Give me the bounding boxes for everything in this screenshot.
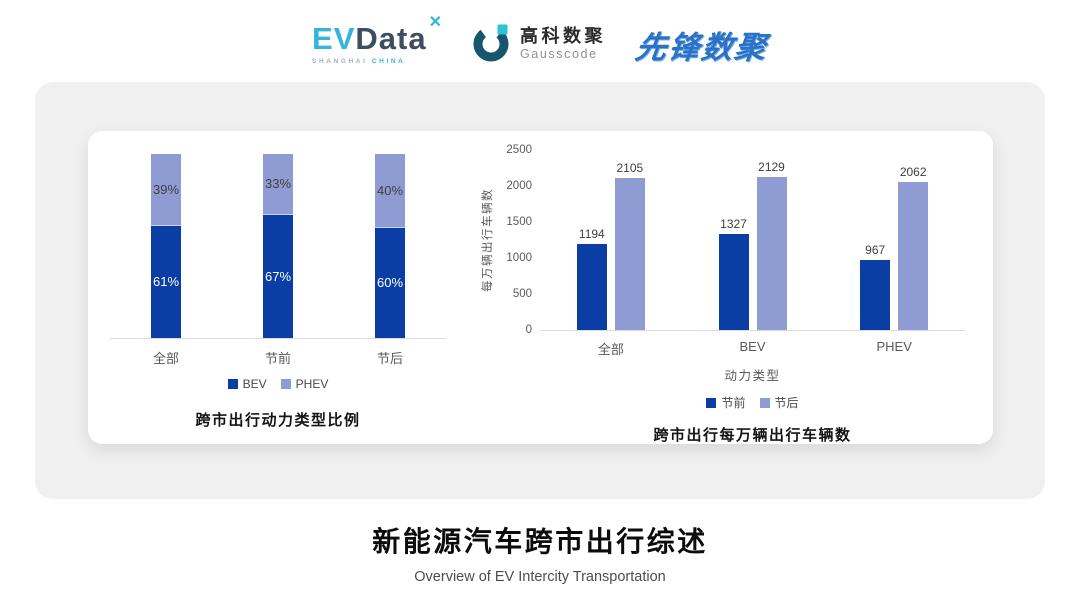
segment-value-label: 61% (152, 274, 180, 290)
grouped-chart-yaxis: 每万辆出行车辆数 0 500 1000 1500 2000 2500 (468, 144, 540, 349)
segment-value-label: 67% (264, 268, 292, 284)
evdata-shanghai-text: SHANGHAI (312, 58, 368, 65)
grouped-chart-categories: 全部 BEV PHEV (540, 339, 965, 358)
report-card: 39% 61% 33% 67% 40% 60% 全部 节前 节后 BEV PHEV 跨市出行动力… (35, 82, 1045, 499)
value-label: 967 (865, 243, 886, 258)
bar-column: 33% 67% (222, 154, 334, 338)
value-label: 2062 (899, 164, 927, 179)
bar-wrapper: 1327 (718, 150, 749, 330)
bev-segment: 60% (375, 227, 405, 338)
legend-item: BEV (227, 377, 267, 391)
stacked-chart-categories: 全部 节前 节后 (110, 348, 446, 367)
bar-wrapper: 2062 (898, 150, 929, 330)
y-tick-label: 2000 (506, 180, 532, 192)
segment-value-label: 39% (152, 181, 180, 197)
gausscode-g-icon (471, 22, 511, 67)
main-title: 新能源汽车跨市出行综述 (372, 526, 708, 557)
category-label: 全部 (597, 342, 624, 357)
category-label: 节后 (376, 351, 403, 366)
bar-group: 1327 2129 (682, 150, 824, 330)
sparkle-icon: ✕ (428, 14, 443, 31)
bar-wrapper: 2105 (614, 150, 645, 330)
grouped-chart-legend: 节前 节后 (540, 394, 965, 411)
charts-panel: 39% 61% 33% 67% 40% 60% 全部 节前 节后 BEV PHEV 跨市出行动力… (88, 131, 993, 444)
bev-segment: 67% (263, 214, 293, 338)
stacked-bar: 33% 67% (263, 154, 293, 338)
stacked-chart-legend: BEV PHEV (110, 377, 446, 391)
category-label: PHEV (876, 339, 912, 354)
y-tick-label: 2500 (506, 144, 532, 156)
bar (614, 178, 645, 330)
y-tick-label: 1000 (506, 252, 532, 264)
stacked-bar: 40% 60% (375, 154, 405, 338)
bev-segment: 61% (151, 225, 181, 338)
grouped-chart: 每万辆出行车辆数 0 500 1000 1500 2000 2500 1194 2105 13… (468, 131, 993, 444)
category-label: 全部 (152, 351, 179, 366)
legend-swatch (227, 379, 238, 389)
stacked-bar: 39% 61% (151, 154, 181, 338)
grouped-chart-plot: 1194 2105 1327 2129 967 2062 (540, 150, 965, 331)
x-axis-title: 动力类型 (724, 369, 781, 383)
bar-column: 40% 60% (334, 154, 446, 338)
grouped-chart-main: 1194 2105 1327 2129 967 2062 全部 BEV PHEV 动力类型 节… (540, 150, 965, 444)
phev-segment: 33% (263, 154, 293, 215)
bar-wrapper: 967 (860, 150, 891, 330)
evdata-logo: EV Data ✕ SHANGHAI CHINA (312, 15, 442, 66)
evdata-china-text: CHINA (371, 58, 406, 65)
phev-segment: 40% (375, 154, 405, 228)
legend-swatch (280, 379, 291, 389)
category-label: BEV (739, 339, 766, 354)
legend-item: PHEV (280, 377, 329, 391)
legend-label: 节前 (721, 396, 746, 410)
evdata-wordmark: EV Data ✕ (312, 15, 442, 56)
gausscode-text: 高科数聚 Gausscode (520, 26, 606, 62)
y-tick-label: 1500 (506, 216, 532, 228)
value-label: 1194 (578, 227, 605, 242)
category-label: 节前 (264, 351, 291, 366)
legend-swatch (759, 397, 770, 408)
stacked-chart-title: 跨市出行动力类型比例 (195, 412, 361, 429)
legend-label: PHEV (295, 377, 329, 391)
grouped-chart-title: 跨市出行每万辆出行车辆数 (653, 427, 852, 444)
evdata-subtext: SHANGHAI CHINA (312, 58, 405, 65)
legend-item: 节前 (706, 394, 746, 411)
subtitle: Overview of EV Intercity Transportation (414, 569, 666, 585)
gausscode-en-text: Gausscode (519, 46, 598, 61)
bar (756, 176, 787, 330)
gausscode-logo: 高科数聚 Gausscode (471, 22, 606, 67)
evdata-data-text: Data (355, 21, 427, 56)
legend-swatch (706, 397, 717, 408)
bar (898, 181, 929, 330)
logo-header: EV Data ✕ SHANGHAI CHINA 高科数聚 Gausscode (0, 0, 1080, 72)
bar (718, 234, 749, 330)
segment-value-label: 40% (376, 182, 404, 198)
y-axis-title: 每万辆出行车辆数 (482, 188, 494, 292)
bar (576, 244, 607, 330)
segment-value-label: 33% (264, 176, 292, 192)
evdata-ev-text: EV (312, 21, 356, 56)
bar-group: 967 2062 (823, 150, 965, 330)
y-tick-label: 500 (512, 288, 532, 300)
segment-value-label: 60% (376, 275, 404, 291)
legend-item: 节后 (759, 394, 799, 411)
bar-column: 39% 61% (110, 154, 222, 338)
bar (860, 260, 891, 330)
value-label: 2105 (616, 161, 644, 176)
legend-label: 节后 (774, 396, 799, 410)
bar-wrapper: 1194 (576, 150, 607, 330)
legend-label: BEV (242, 377, 267, 391)
stacked-chart-plot: 39% 61% 33% 67% 40% 60% (110, 154, 446, 339)
gausscode-cn-text: 高科数聚 (519, 26, 606, 47)
bar-wrapper: 2129 (756, 150, 787, 330)
footer: 新能源汽车跨市出行综述 Overview of EV Intercity Tra… (0, 520, 1080, 585)
value-label: 2129 (758, 159, 785, 174)
value-label: 1327 (720, 217, 747, 232)
stacked-chart: 39% 61% 33% 67% 40% 60% 全部 节前 节后 BEV PHEV 跨市出行动力… (88, 131, 468, 444)
phev-segment: 39% (151, 154, 181, 226)
bar-group: 1194 2105 (540, 150, 682, 330)
y-tick-label: 0 (525, 324, 532, 336)
pioneer-logo: 先锋数聚 (633, 29, 771, 65)
